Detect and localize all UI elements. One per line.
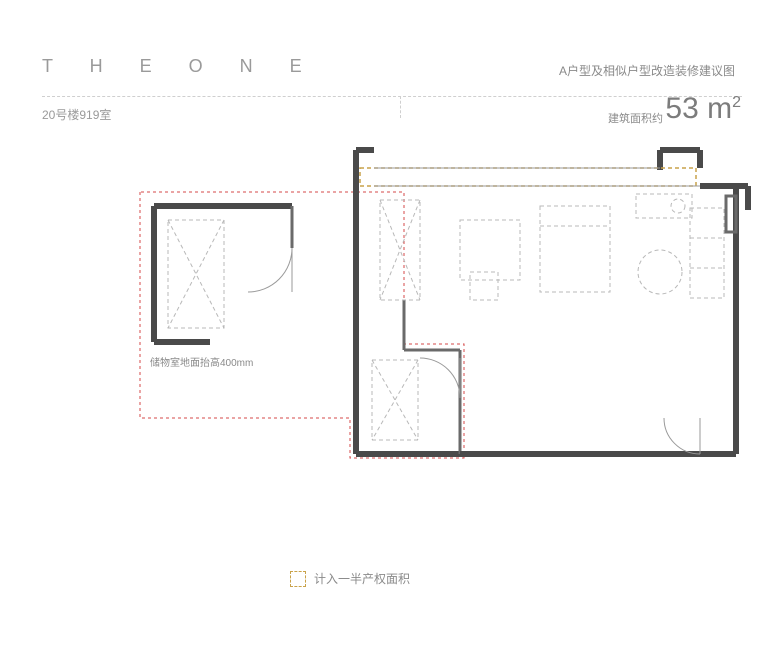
legend-swatch-icon xyxy=(290,571,306,587)
half-area-strip xyxy=(360,168,696,186)
furniture xyxy=(372,194,724,440)
callout-connector xyxy=(140,192,464,458)
detail-note: 储物室地面抬高400mm xyxy=(150,354,253,369)
legend: 计入一半产权面积 xyxy=(290,570,410,587)
legend-label: 计入一半产权面积 xyxy=(314,570,410,587)
page: T H E O N E A户型及相似户型改造装修建议图 20号楼919室 建筑面… xyxy=(0,0,781,647)
floorplan-svg xyxy=(0,0,781,647)
detail-inset xyxy=(154,206,292,342)
main-plan xyxy=(356,150,748,454)
